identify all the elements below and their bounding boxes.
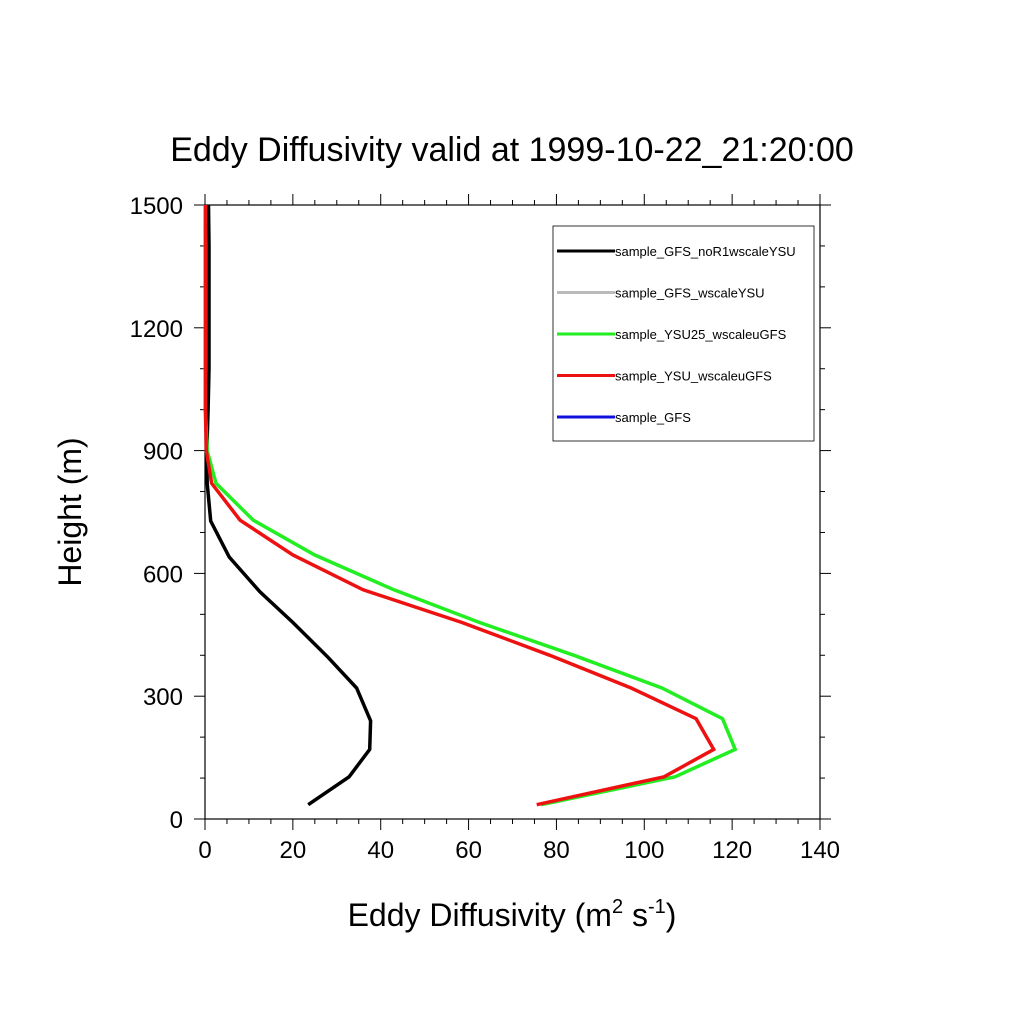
legend-entry-label: sample_GFS_wscaleYSU bbox=[615, 286, 765, 301]
x-axis-label-part: s bbox=[623, 897, 648, 933]
legend-entry-label: sample_GFS bbox=[615, 410, 691, 425]
y-tick-label: 600 bbox=[143, 561, 183, 588]
series-line bbox=[203, 205, 717, 807]
x-tick-labels: 0 20 40 60 80 100 120 140 bbox=[198, 837, 840, 864]
series-line bbox=[205, 204, 373, 807]
y-tick-label: 0 bbox=[170, 807, 183, 834]
x-tick-label: 20 bbox=[280, 837, 307, 864]
x-axis-label: Eddy Diffusivity (m2 s-1) bbox=[348, 896, 677, 933]
x-tick-label: 40 bbox=[367, 837, 394, 864]
legend: sample_GFS_noR1wscaleYSU sample_GFS_wscal… bbox=[552, 225, 815, 442]
x-tick-label: 140 bbox=[800, 837, 840, 864]
legend-entry-label: sample_YSU25_wscaleuGFS bbox=[615, 327, 787, 342]
data-series bbox=[203, 204, 738, 807]
legend-entry-label: sample_GFS_noR1wscaleYSU bbox=[615, 244, 796, 259]
y-tick-label: 300 bbox=[143, 684, 183, 711]
x-axis-label-superscript: -1 bbox=[648, 896, 666, 918]
y-axis-label: Height (m) bbox=[52, 437, 88, 586]
x-tick-label: 80 bbox=[543, 837, 570, 864]
x-axis-label-superscript: 2 bbox=[612, 896, 623, 918]
y-tick-label: 1200 bbox=[130, 316, 183, 343]
x-axis-label-part: ) bbox=[666, 897, 677, 933]
axis-ticks bbox=[194, 194, 831, 830]
x-tick-label: 100 bbox=[624, 837, 664, 864]
x-tick-label: 60 bbox=[455, 837, 482, 864]
x-tick-label: 120 bbox=[712, 837, 752, 864]
y-tick-label: 900 bbox=[143, 439, 183, 466]
y-tick-labels: 0 300 600 900 1200 1500 bbox=[130, 193, 183, 834]
y-tick-label: 1500 bbox=[130, 193, 183, 220]
x-axis-label-part: Eddy Diffusivity (m bbox=[348, 897, 612, 933]
chart-title: Eddy Diffusivity valid at 1999-10-22_21:… bbox=[170, 131, 854, 169]
x-tick-label: 0 bbox=[198, 837, 211, 864]
legend-entry-label: sample_YSU_wscaleuGFS bbox=[615, 369, 772, 384]
